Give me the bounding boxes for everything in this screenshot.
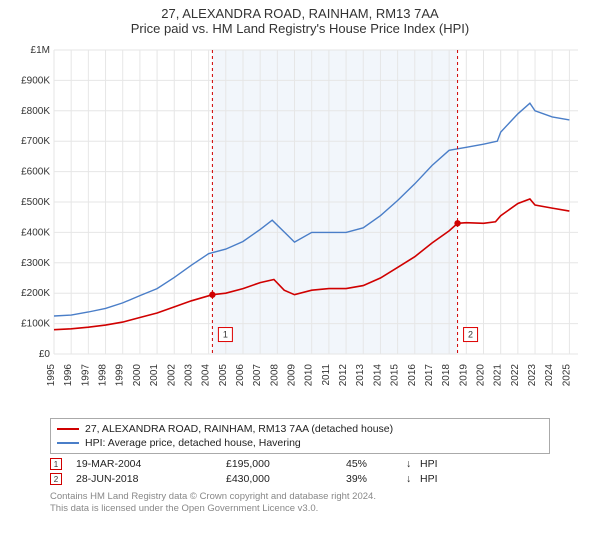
legend-swatch [57,428,79,430]
svg-text:2014: 2014 [372,364,383,387]
sale-price: £430,000 [226,473,346,485]
sale-date: 28-JUN-2018 [76,473,226,485]
svg-text:2017: 2017 [424,364,435,387]
sale-marker-icon: 1 [50,458,62,470]
svg-text:2004: 2004 [201,364,212,387]
sale-pct: 45% [346,458,406,470]
svg-text:2025: 2025 [561,364,572,387]
svg-text:2005: 2005 [218,364,229,387]
svg-text:1996: 1996 [63,364,74,387]
sale-price: £195,000 [226,458,346,470]
svg-text:£900K: £900K [21,75,50,86]
svg-text:£100K: £100K [21,319,50,330]
legend: 27, ALEXANDRA ROAD, RAINHAM, RM13 7AA (d… [50,418,550,454]
title-sub: Price paid vs. HM Land Registry's House … [10,21,590,36]
legend-item: HPI: Average price, detached house, Have… [57,436,543,450]
svg-text:£800K: £800K [21,106,50,117]
svg-text:2006: 2006 [235,364,246,387]
sale-pct: 39% [346,473,406,485]
svg-text:£600K: £600K [21,167,50,178]
svg-text:2012: 2012 [338,364,349,387]
svg-text:2013: 2013 [355,364,366,387]
svg-text:£200K: £200K [21,288,50,299]
chart-svg: £0 £100K £200K £300K £400K £500K £600K £700K £80… [10,42,590,412]
svg-text:1: 1 [223,330,228,340]
sale-date: 19-MAR-2004 [76,458,226,470]
sale-suffix: HPI [420,458,438,470]
title-block: 27, ALEXANDRA ROAD, RAINHAM, RM13 7AA Pr… [10,6,590,36]
sale-marker-icon: 2 [50,473,62,485]
svg-text:2001: 2001 [149,364,160,387]
legend-item: 27, ALEXANDRA ROAD, RAINHAM, RM13 7AA (d… [57,422,543,436]
footnote-line: This data is licensed under the Open Gov… [50,503,590,515]
footnote-line: Contains HM Land Registry data © Crown c… [50,491,590,503]
svg-text:2009: 2009 [287,364,298,387]
legend-label: 27, ALEXANDRA ROAD, RAINHAM, RM13 7AA (d… [85,423,393,435]
svg-text:£1M: £1M [31,45,50,56]
title-main: 27, ALEXANDRA ROAD, RAINHAM, RM13 7AA [10,6,590,21]
svg-text:£700K: £700K [21,136,50,147]
sale-row: 1 19-MAR-2004 £195,000 45% ↓ HPI [50,458,590,470]
svg-text:£500K: £500K [21,197,50,208]
sale-suffix: HPI [420,473,438,485]
svg-text:2000: 2000 [132,364,143,387]
svg-text:2021: 2021 [493,364,504,387]
svg-text:£400K: £400K [21,227,50,238]
chart-container: 27, ALEXANDRA ROAD, RAINHAM, RM13 7AA Pr… [0,0,600,519]
svg-text:2003: 2003 [183,364,194,387]
svg-text:1995: 1995 [46,364,57,387]
svg-text:2024: 2024 [544,364,555,387]
legend-label: HPI: Average price, detached house, Have… [85,437,301,449]
svg-text:2018: 2018 [441,364,452,387]
legend-swatch [57,442,79,444]
svg-text:2011: 2011 [321,364,332,386]
svg-text:2002: 2002 [166,364,177,387]
svg-text:£300K: £300K [21,258,50,269]
sale-row: 2 28-JUN-2018 £430,000 39% ↓ HPI [50,473,590,485]
svg-text:1997: 1997 [80,364,91,387]
footnote: Contains HM Land Registry data © Crown c… [50,491,590,515]
svg-text:1999: 1999 [115,364,126,387]
svg-text:2008: 2008 [269,364,280,387]
arrow-down-icon: ↓ [406,473,420,485]
svg-text:2019: 2019 [458,364,469,387]
arrow-down-icon: ↓ [406,458,420,470]
svg-text:2015: 2015 [390,364,401,387]
svg-text:2016: 2016 [407,364,418,387]
chart-area: £0 £100K £200K £300K £400K £500K £600K £700K £80… [10,42,590,412]
svg-text:2: 2 [468,330,473,340]
svg-text:2020: 2020 [476,364,487,387]
svg-text:2007: 2007 [252,364,263,387]
svg-text:£0: £0 [39,349,51,360]
svg-text:2010: 2010 [304,364,315,387]
svg-text:2023: 2023 [527,364,538,387]
svg-text:1998: 1998 [98,364,109,387]
svg-text:2022: 2022 [510,364,521,387]
